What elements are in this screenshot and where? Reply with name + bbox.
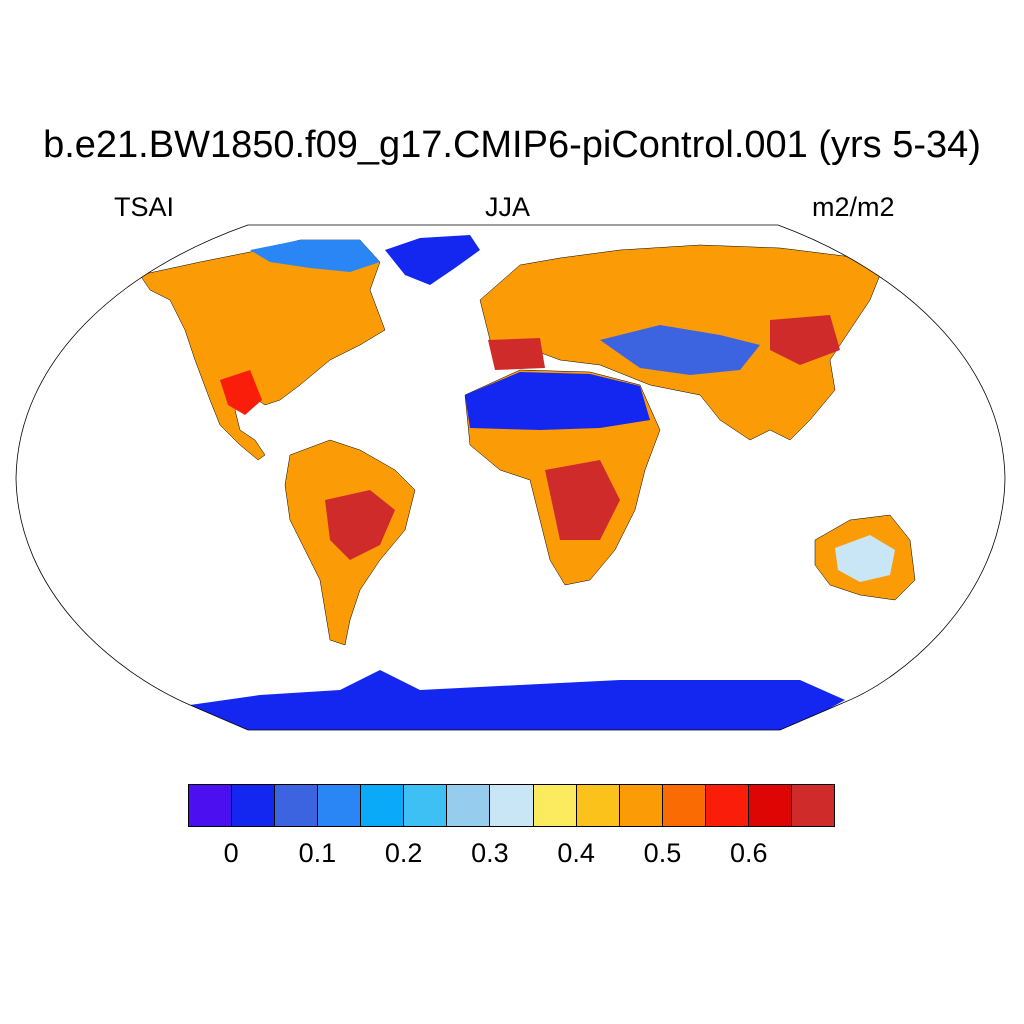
colorbar-swatch xyxy=(748,785,792,826)
north-america-arctic xyxy=(250,240,380,272)
asia-low-band xyxy=(600,325,760,375)
asia-heat xyxy=(770,315,840,365)
africa-heat xyxy=(545,460,620,540)
colorbar-ticks: 0 0.1 0.2 0.3 0.4 0.5 0.6 xyxy=(0,838,1024,878)
variable-label: TSAI xyxy=(114,192,175,222)
colorbar-tick-label: 0.4 xyxy=(557,838,595,868)
colorbar-swatch xyxy=(404,785,448,826)
colorbar-swatch xyxy=(490,785,534,826)
map-outline xyxy=(15,224,1006,731)
colorbar-swatch xyxy=(705,785,749,826)
colorbar xyxy=(188,784,835,827)
colorbar-swatch xyxy=(318,785,362,826)
antarctica-landmass xyxy=(190,670,845,730)
colorbar-swatch xyxy=(232,785,276,826)
colorbar-tick-label: 0.1 xyxy=(298,838,337,868)
sahara-region xyxy=(465,372,650,430)
colorbar-swatch xyxy=(361,785,405,826)
colorbar-swatch xyxy=(791,785,834,826)
south-america-heat xyxy=(325,490,395,560)
colorbar-swatch xyxy=(275,785,319,826)
colorbar-swatch xyxy=(619,785,663,826)
colorbar-swatch xyxy=(576,785,620,826)
colorbar-tick-label: 0.6 xyxy=(729,838,768,868)
north-america-heat xyxy=(220,370,262,415)
colorbar-tick-label: 0.3 xyxy=(471,838,509,868)
season-label: JJA xyxy=(485,192,531,222)
greenland-landmass xyxy=(385,235,480,285)
colorbar-swatch xyxy=(189,785,233,826)
plot-title: b.e21.BW1850.f09_g17.CMIP6-piControl.001… xyxy=(43,124,981,166)
australia-interior xyxy=(835,535,895,582)
colorbar-swatch xyxy=(533,785,577,826)
colorbar-tick-label: 0 xyxy=(223,838,239,868)
colorbar-tick-label: 0.2 xyxy=(384,838,423,868)
colorbar-tick-label: 0.5 xyxy=(643,838,682,868)
colorbar-swatch xyxy=(447,785,491,826)
colorbar-swatch xyxy=(662,785,706,826)
units-label: m2/m2 xyxy=(812,192,895,222)
europe-heat xyxy=(488,338,545,370)
